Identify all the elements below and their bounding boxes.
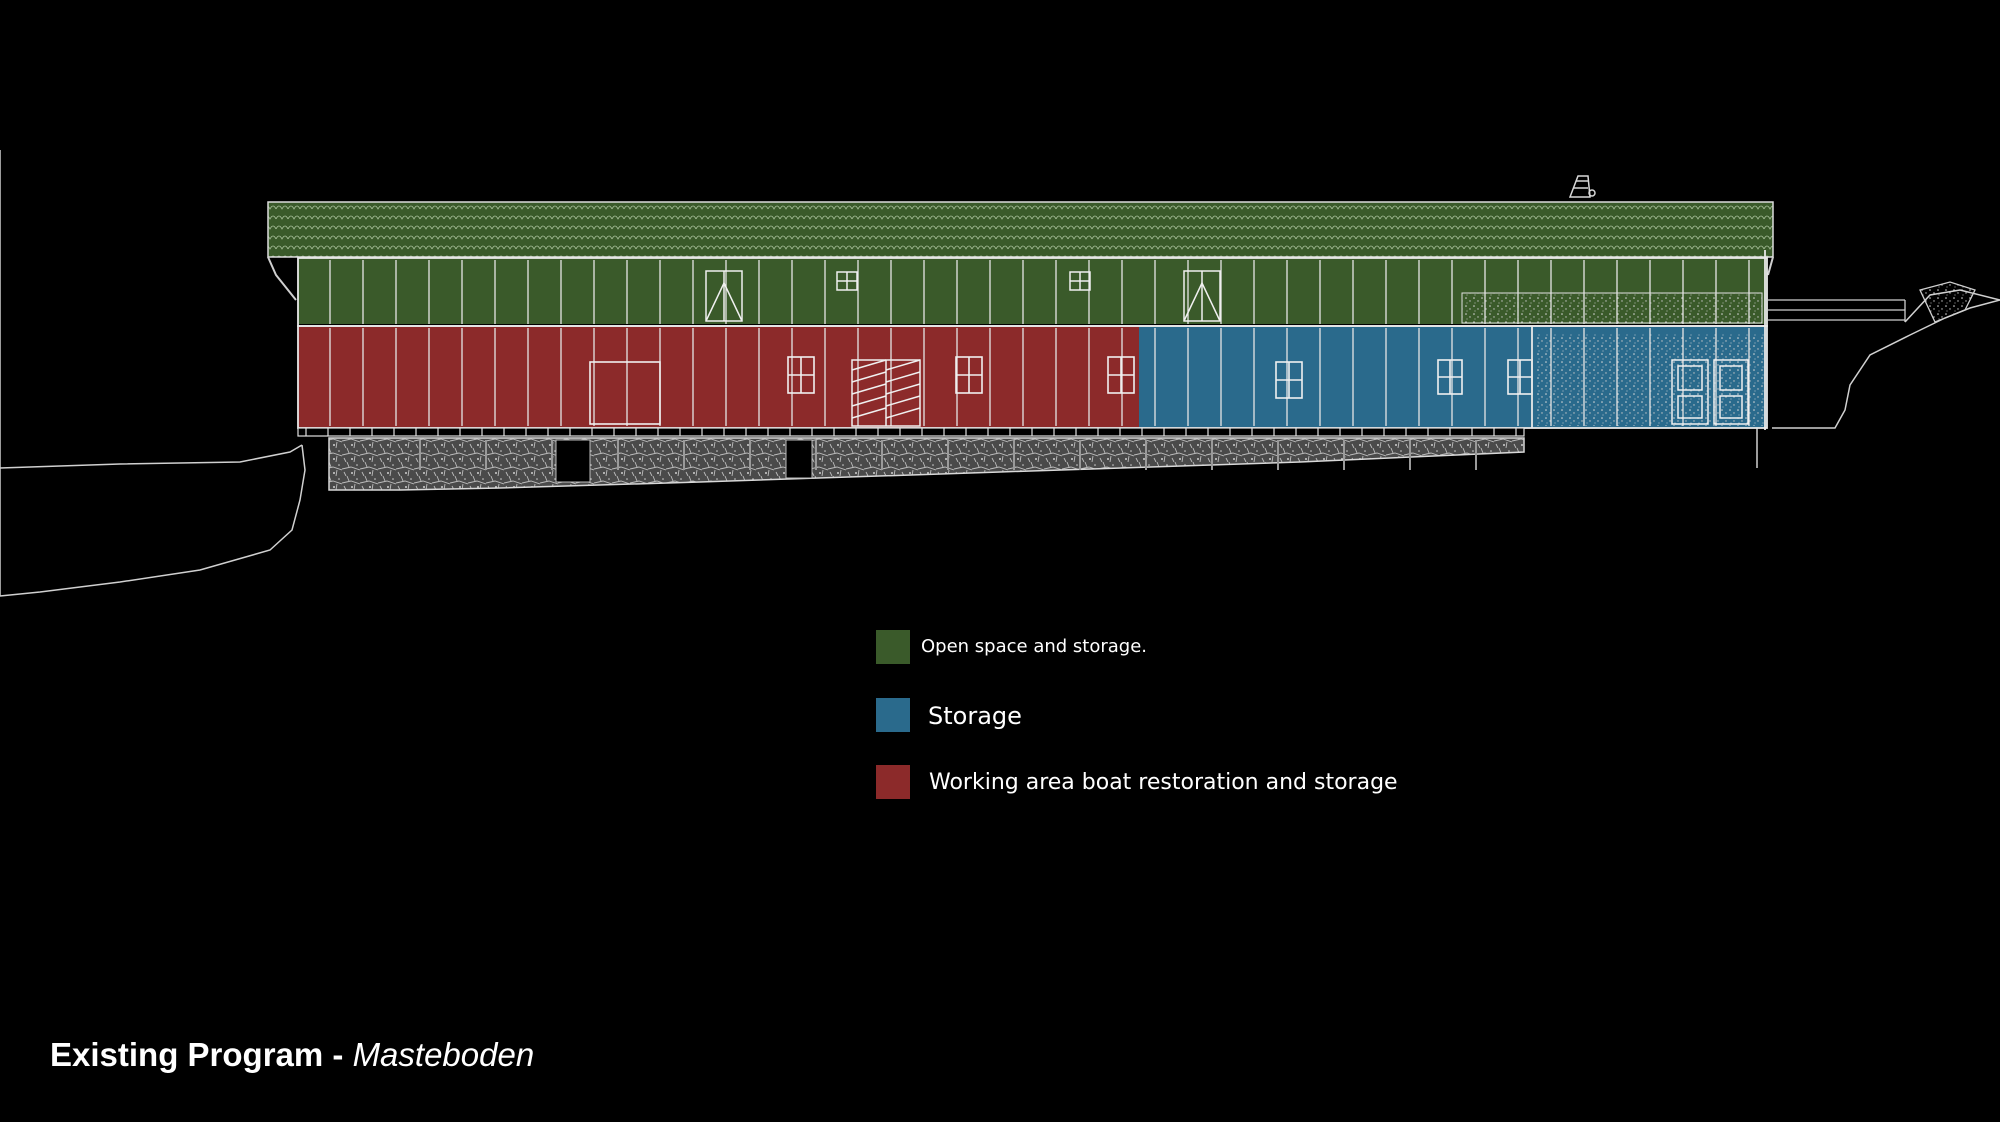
legend-label-open-space: Open space and storage. [921, 636, 1148, 657]
zone-working-area [298, 326, 1139, 428]
roof-vent-icon [1568, 175, 1596, 198]
lower-windows [589, 356, 1533, 425]
terrain-lines [0, 150, 2000, 597]
legend-swatch-open-space [876, 630, 910, 664]
page-title-main: Existing Program - [50, 1036, 353, 1073]
legend-swatch-storage [876, 698, 910, 732]
side-ramp [1768, 281, 1976, 323]
upper-windows [705, 270, 1221, 322]
legend-swatch-working-area [876, 765, 910, 799]
upper-boards [329, 260, 1750, 324]
floor-beam [297, 427, 1525, 437]
stone-foundation [328, 437, 1525, 491]
barn-door [851, 359, 921, 427]
roof [267, 201, 1774, 301]
legend-label-working-area: Working area boat restoration and storag… [929, 770, 1398, 795]
page-title: Existing Program - Masteboden [50, 1036, 534, 1074]
legend-label-storage: Storage [928, 702, 1022, 730]
foundation-openings [555, 439, 813, 483]
page-title-subtitle: Masteboden [352, 1036, 535, 1073]
entry-doors [1671, 359, 1749, 425]
